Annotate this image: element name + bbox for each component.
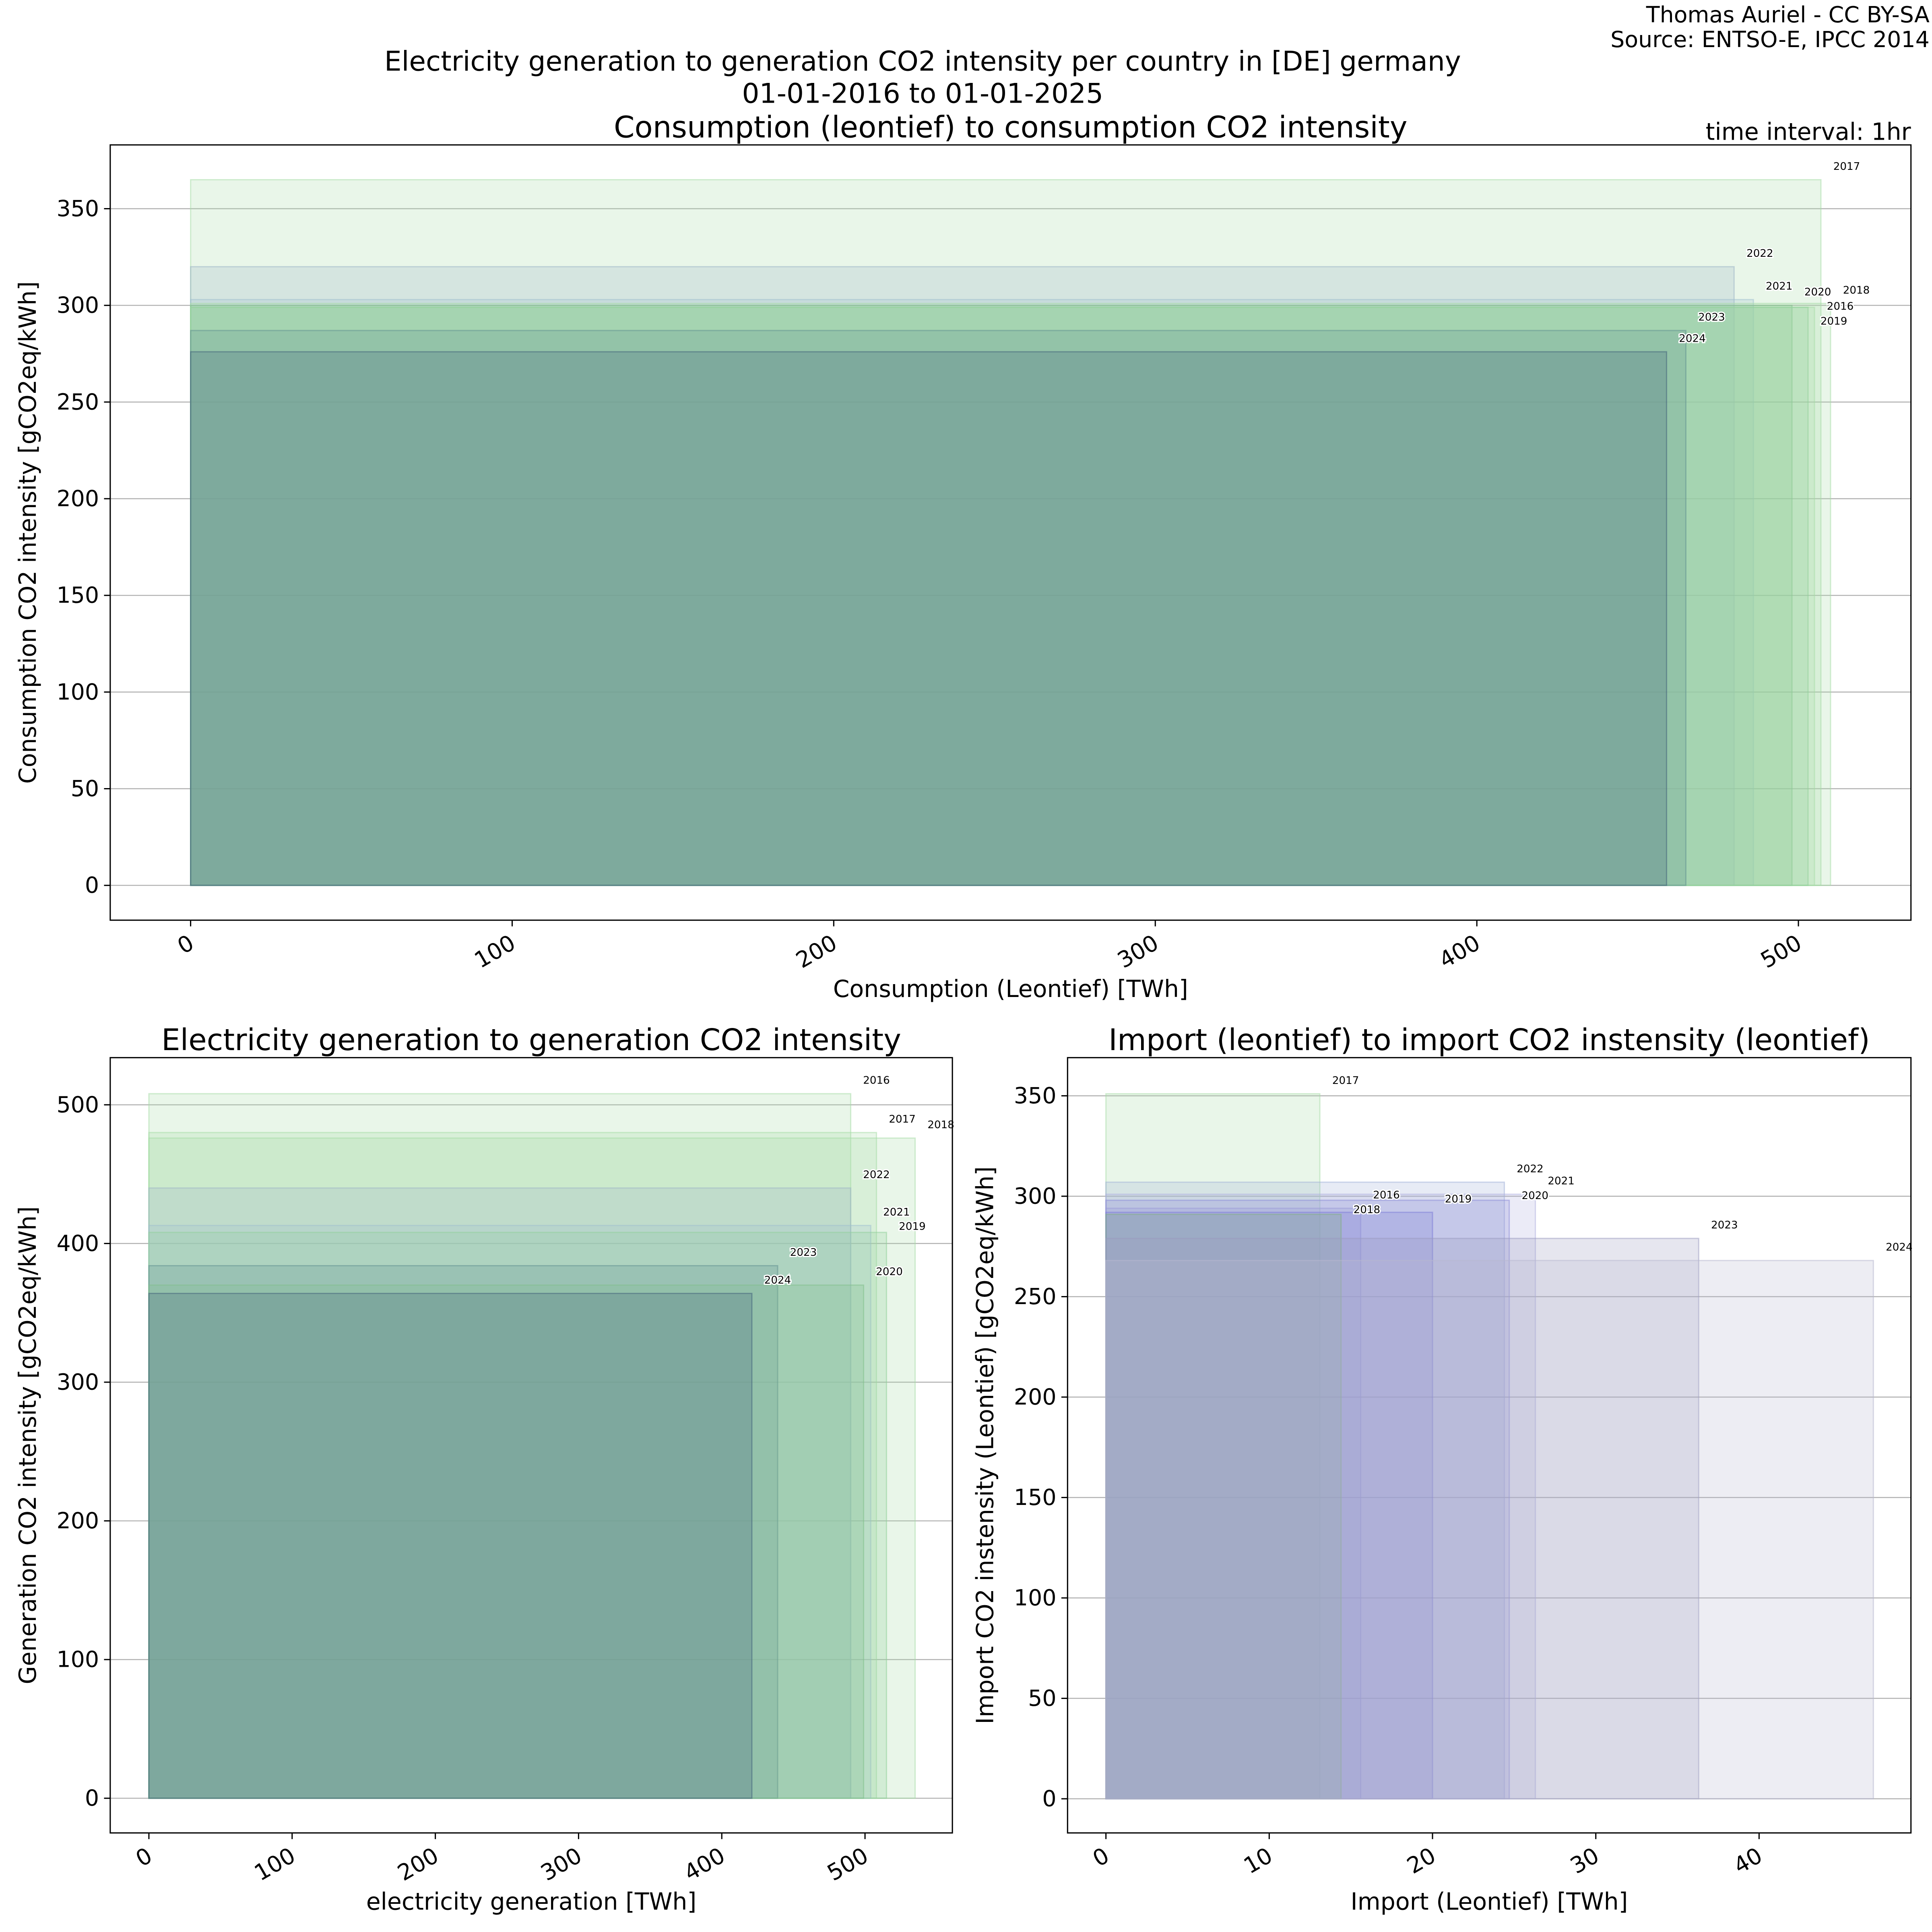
bar-2024 xyxy=(148,1292,753,1799)
bar-2022 xyxy=(190,266,1735,886)
y-tick-label: 50 xyxy=(71,776,99,802)
y-tick-label: 50 xyxy=(1028,1686,1056,1711)
y-tick-label: 200 xyxy=(56,486,99,512)
bar-2019 xyxy=(1105,1212,1433,1800)
year-label-2017: 2017 xyxy=(889,1113,916,1125)
y-tick-label: 350 xyxy=(56,196,99,222)
year-label-2017: 2017 xyxy=(1332,1075,1359,1087)
chart-title: Electricity generation to generation CO2… xyxy=(161,1023,901,1057)
bar-2023 xyxy=(1105,1238,1699,1800)
y-tick-label: 300 xyxy=(56,293,99,318)
bar-2017 xyxy=(148,1132,877,1799)
bar-2020 xyxy=(1105,1199,1510,1800)
y-tick-label: 250 xyxy=(1014,1284,1057,1310)
bar-2023 xyxy=(190,330,1686,886)
year-label-2018: 2018 xyxy=(927,1119,954,1131)
bar-2023 xyxy=(148,1265,778,1799)
y-axis-label: Consumption CO2 intensity [gCO2eq/kWh] xyxy=(14,281,41,784)
y-tick-label: 0 xyxy=(1042,1786,1056,1812)
year-label-2016: 2016 xyxy=(1373,1189,1400,1201)
year-label-2022: 2022 xyxy=(863,1169,890,1181)
bar-2020 xyxy=(190,305,1793,886)
year-label-2022: 2022 xyxy=(1517,1163,1544,1175)
bar-2016 xyxy=(148,1093,852,1799)
x-axis-label: electricity generation [TWh] xyxy=(366,1888,697,1915)
bar-2021 xyxy=(1105,1193,1536,1800)
y-tick-label: 300 xyxy=(56,1369,99,1395)
bar-2018 xyxy=(148,1137,916,1799)
year-label-2024: 2024 xyxy=(1679,332,1706,345)
year-label-2017: 2017 xyxy=(1833,161,1860,173)
y-tick-label: 100 xyxy=(56,1647,99,1673)
y-tick-label: 200 xyxy=(1014,1384,1057,1410)
y-tick-label: 300 xyxy=(1014,1183,1057,1209)
figure-title-line1: Electricity generation to generation CO2… xyxy=(384,45,1461,77)
year-label-2021: 2021 xyxy=(1766,281,1793,293)
time-interval-label: time interval: 1hr xyxy=(1706,118,1911,146)
y-tick-label: 350 xyxy=(1014,1083,1057,1109)
y-tick-label: 100 xyxy=(1014,1585,1057,1611)
axes-frame xyxy=(1067,1057,1912,1834)
year-label-2016: 2016 xyxy=(863,1075,890,1087)
bar-2019 xyxy=(190,306,1809,886)
y-tick-label: 150 xyxy=(1014,1485,1057,1511)
y-tick-label: 200 xyxy=(56,1508,99,1534)
year-label-2020: 2020 xyxy=(1521,1190,1548,1202)
year-label-2018: 2018 xyxy=(1354,1204,1381,1216)
consumption-chart: 2017 2022 2021 2018 2020 2016 2019 2023 2024 0 100… xyxy=(14,110,1912,1003)
bar-2016 xyxy=(1105,1208,1362,1800)
chart-title: Consumption (leontief) to consumption CO… xyxy=(614,110,1408,145)
year-label-2023: 2023 xyxy=(1698,312,1725,324)
bar-2017 xyxy=(1105,1093,1321,1800)
year-label-2016: 2016 xyxy=(1827,301,1854,313)
axes-frame xyxy=(109,144,1912,921)
year-label-2018: 2018 xyxy=(1843,284,1870,296)
chart-title: Import (leontief) to import CO2 instensi… xyxy=(1108,1023,1870,1057)
year-label-2023: 2023 xyxy=(790,1247,817,1259)
y-tick-label: 100 xyxy=(56,679,99,705)
bar-2022 xyxy=(1105,1181,1505,1800)
bar-2017 xyxy=(190,179,1822,886)
year-label-2020: 2020 xyxy=(1804,286,1831,298)
bar-2022 xyxy=(148,1187,852,1799)
year-label-2020: 2020 xyxy=(876,1266,903,1278)
figure-title-line2: 01-01-2016 to 01-01-2025 xyxy=(742,77,1103,109)
bar-2024 xyxy=(1105,1260,1874,1800)
y-tick-label: 400 xyxy=(56,1231,99,1257)
y-tick-label: 150 xyxy=(56,583,99,609)
axes-frame xyxy=(109,1057,953,1834)
bar-2018 xyxy=(1105,1214,1342,1800)
year-label-2019: 2019 xyxy=(899,1221,926,1233)
credit-source: Source: ENTSO-E, IPCC 2014 xyxy=(1610,27,1930,53)
year-label-2024: 2024 xyxy=(1886,1241,1913,1253)
year-label-2024: 2024 xyxy=(764,1274,791,1286)
generation-chart: 2016 2017 2018 2022 2021 2019 2023 2020 2024 0 100… xyxy=(14,1023,956,1915)
year-label-2021: 2021 xyxy=(1548,1175,1575,1187)
bar-2016 xyxy=(190,306,1815,886)
bar-2018 xyxy=(190,303,1831,886)
x-axis-label: Import (Leontief) [TWh] xyxy=(1351,1888,1628,1915)
bar-2021 xyxy=(148,1225,871,1799)
y-axis-label: Generation CO2 intensity [gCO2eq/kWh] xyxy=(14,1206,41,1684)
y-axis-label: Import CO2 instensity (Leontief) [gCO2eq… xyxy=(972,1166,999,1724)
year-label-2019: 2019 xyxy=(1821,316,1847,328)
credit-author: Thomas Auriel - CC BY-SA xyxy=(1646,2,1930,28)
bar-2019 xyxy=(148,1232,888,1799)
year-label-2019: 2019 xyxy=(1445,1193,1472,1205)
y-tick-label: 0 xyxy=(85,1785,99,1811)
y-tick-label: 500 xyxy=(56,1092,99,1118)
y-tick-label: 0 xyxy=(85,873,99,898)
year-label-2022: 2022 xyxy=(1746,248,1773,260)
year-label-2023: 2023 xyxy=(1711,1219,1738,1231)
year-label-2021: 2021 xyxy=(883,1206,910,1218)
bar-2024 xyxy=(190,351,1668,886)
y-tick-label: 250 xyxy=(56,389,99,415)
x-axis-label: Consumption (Leontief) [TWh] xyxy=(833,975,1188,1003)
